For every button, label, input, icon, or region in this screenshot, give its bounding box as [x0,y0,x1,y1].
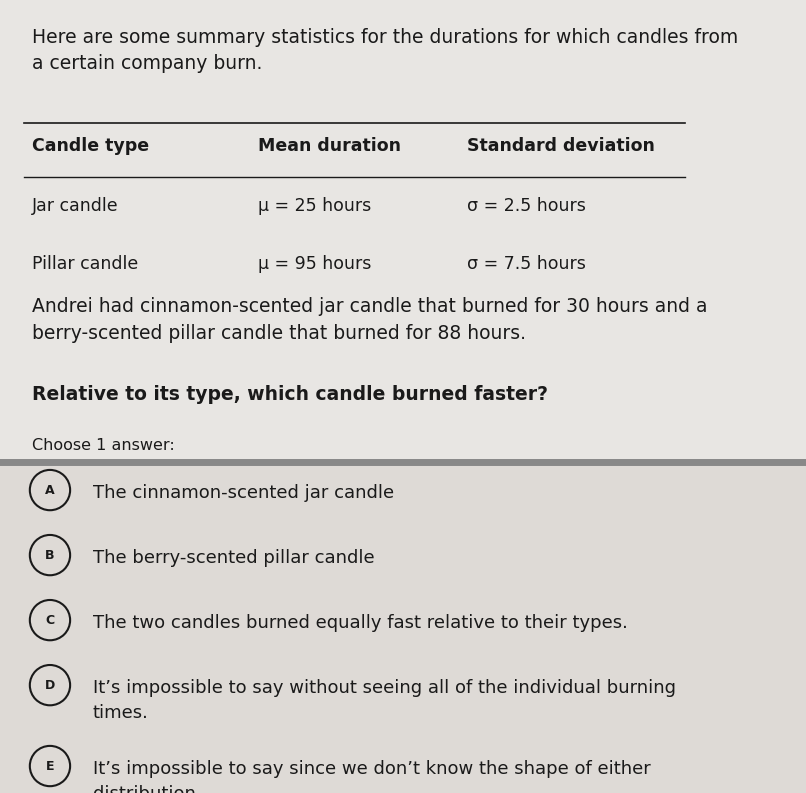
Text: Mean duration: Mean duration [258,137,401,155]
Text: A: A [45,484,55,496]
Text: The two candles burned equally fast relative to their types.: The two candles burned equally fast rela… [93,614,628,632]
Text: B: B [45,549,55,561]
Text: The berry-scented pillar candle: The berry-scented pillar candle [93,549,374,567]
Text: Relative to its type, which candle burned faster?: Relative to its type, which candle burne… [32,385,548,404]
Text: Here are some summary statistics for the durations for which candles from
a cert: Here are some summary statistics for the… [32,28,738,73]
Text: Jar candle: Jar candle [32,197,118,215]
Text: μ = 25 hours: μ = 25 hours [258,197,372,215]
Text: Standard deviation: Standard deviation [467,137,655,155]
Text: C: C [45,614,55,626]
Text: E: E [46,760,54,772]
Text: It’s impossible to say without seeing all of the individual burning
times.: It’s impossible to say without seeing al… [93,679,675,722]
Text: The cinnamon-scented jar candle: The cinnamon-scented jar candle [93,484,394,502]
Text: Choose 1 answer:: Choose 1 answer: [32,438,175,453]
Text: σ = 7.5 hours: σ = 7.5 hours [467,255,586,273]
Text: D: D [45,679,55,691]
Text: It’s impossible to say since we don’t know the shape of either
distribution.: It’s impossible to say since we don’t kn… [93,760,650,793]
FancyBboxPatch shape [0,462,806,793]
Text: Candle type: Candle type [32,137,149,155]
Text: σ = 2.5 hours: σ = 2.5 hours [467,197,586,215]
Text: μ = 95 hours: μ = 95 hours [258,255,372,273]
Text: Pillar candle: Pillar candle [32,255,139,273]
Text: Andrei had cinnamon-scented jar candle that burned for 30 hours and a
berry-scen: Andrei had cinnamon-scented jar candle t… [32,297,708,343]
